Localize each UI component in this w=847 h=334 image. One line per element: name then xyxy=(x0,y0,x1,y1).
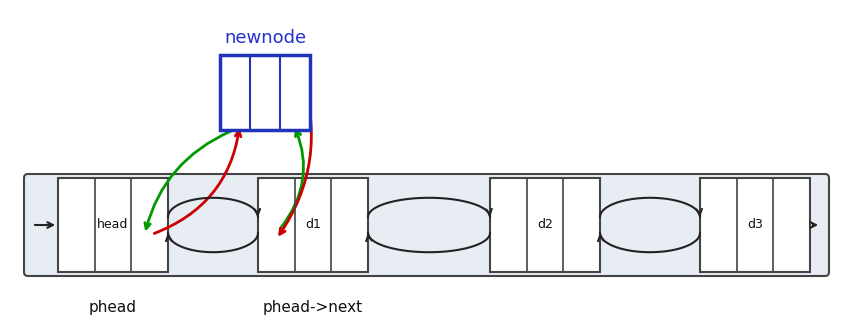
Text: d2: d2 xyxy=(537,218,553,231)
Text: phead->next: phead->next xyxy=(263,300,363,315)
Text: d1: d1 xyxy=(305,218,321,231)
Text: newnode: newnode xyxy=(224,29,306,47)
Bar xyxy=(490,178,600,272)
Bar xyxy=(700,178,810,272)
FancyBboxPatch shape xyxy=(24,174,829,276)
Text: phead: phead xyxy=(89,300,137,315)
Bar xyxy=(58,178,168,272)
Bar xyxy=(220,55,310,130)
Bar xyxy=(258,178,368,272)
Text: d3: d3 xyxy=(747,218,763,231)
Text: head: head xyxy=(97,218,129,231)
